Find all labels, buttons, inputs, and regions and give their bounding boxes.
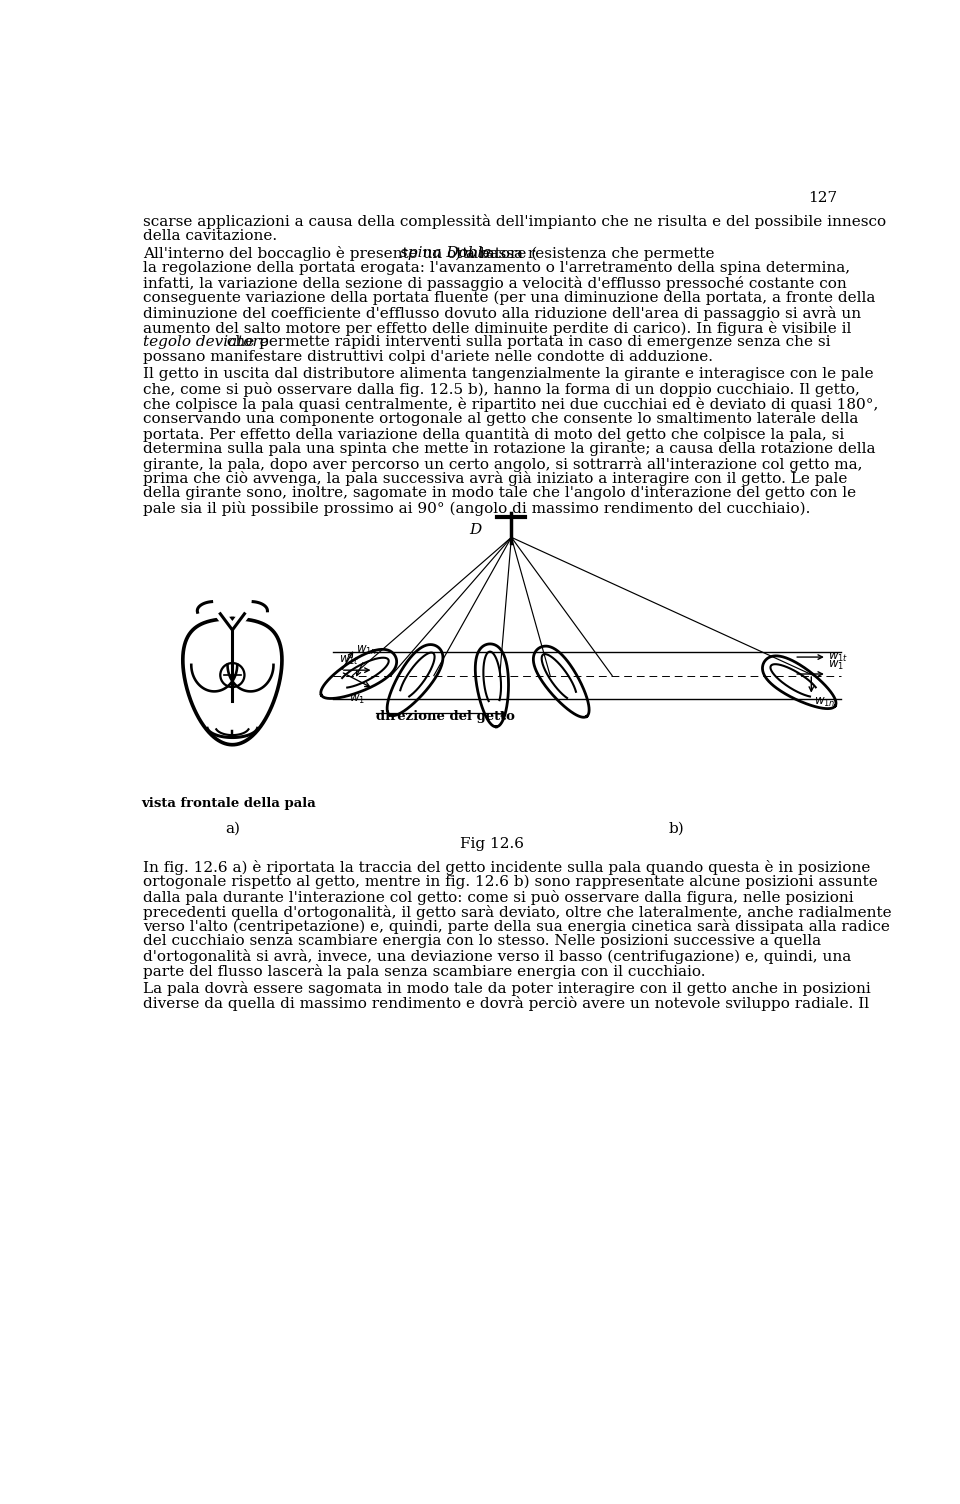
Text: $w_{1t}$: $w_{1t}$ [339, 654, 360, 668]
Text: dalla pala durante l'interazione col getto: come si può osservare dalla figura, : dalla pala durante l'interazione col get… [143, 890, 853, 905]
Text: All'interno del boccaglio è presente un otturatore (: All'interno del boccaglio è presente un … [143, 247, 538, 262]
Text: che colpisce la pala quasi centralmente, è ripartito nei due cucchiai ed è devia: che colpisce la pala quasi centralmente,… [143, 397, 878, 412]
Text: vista frontale della pala: vista frontale della pala [142, 797, 317, 809]
Text: pale sia il più possibile prossimo ai 90° (angolo di massimo rendimento del cucc: pale sia il più possibile prossimo ai 90… [143, 501, 810, 516]
Text: ) a bassa resistenza che permette: ) a bassa resistenza che permette [455, 247, 714, 260]
Text: D: D [468, 522, 481, 537]
Text: b): b) [668, 821, 684, 835]
Text: tegolo deviatore: tegolo deviatore [143, 335, 269, 349]
Text: d'ortogonalità si avrà, invece, una deviazione verso il basso (centrifugazione) : d'ortogonalità si avrà, invece, una devi… [143, 949, 852, 964]
Text: $w_1$: $w_1$ [348, 693, 365, 707]
Text: parte del flusso lascerà la pala senza scambiare energia con il cucchiaio.: parte del flusso lascerà la pala senza s… [143, 964, 706, 979]
Text: che permette rapidi interventi sulla portata in caso di emergenze senza che si: che permette rapidi interventi sulla por… [223, 335, 830, 349]
Text: girante, la pala, dopo aver percorso un certo angolo, si sottrarrà all'interazio: girante, la pala, dopo aver percorso un … [143, 457, 863, 472]
Text: del cucchiaio senza scambiare energia con lo stesso. Nelle posizioni successive : del cucchiaio senza scambiare energia co… [143, 934, 822, 948]
Text: infatti, la variazione della sezione di passaggio a velocità d'efflusso pressoch: infatti, la variazione della sezione di … [143, 277, 847, 292]
Text: a): a) [225, 821, 240, 835]
Text: verso l'alto (centripetazione) e, quindi, parte della sua energia cinetica sarà : verso l'alto (centripetazione) e, quindi… [143, 919, 890, 934]
Text: determina sulla pala una spinta che mette in rotazione la girante; a causa della: determina sulla pala una spinta che mett… [143, 442, 876, 456]
Text: $w_{1n}$: $w_{1n}$ [356, 644, 378, 657]
Text: ortogonale rispetto al getto, mentre in fig. 12.6 b) sono rappresentate alcune p: ortogonale rispetto al getto, mentre in … [143, 875, 878, 889]
Text: della cavitazione.: della cavitazione. [143, 229, 277, 244]
Text: direzione del getto: direzione del getto [375, 710, 515, 723]
Text: scarse applicazioni a causa della complessità dell'impianto che ne risulta e del: scarse applicazioni a causa della comple… [143, 215, 886, 229]
Text: spina Doble: spina Doble [400, 247, 492, 260]
Text: conservando una componente ortogonale al getto che consente lo smaltimento later: conservando una componente ortogonale al… [143, 412, 858, 426]
Text: $w_1$: $w_1$ [828, 659, 845, 672]
Text: La pala dovrà essere sagomata in modo tale da poter interagire con il getto anch: La pala dovrà essere sagomata in modo ta… [143, 981, 871, 996]
Text: Fig 12.6: Fig 12.6 [460, 836, 524, 851]
Text: aumento del salto motore per effetto delle diminuite perdite di carico). In figu: aumento del salto motore per effetto del… [143, 320, 852, 335]
Text: Il getto in uscita dal distributore alimenta tangenzialmente la girante e intera: Il getto in uscita dal distributore alim… [143, 367, 874, 382]
Text: diminuzione del coefficiente d'efflusso dovuto alla riduzione dell'area di passa: diminuzione del coefficiente d'efflusso … [143, 305, 861, 320]
Text: $w_{1n}$: $w_{1n}$ [814, 695, 835, 708]
Text: possano manifestare distruttivi colpi d'ariete nelle condotte di adduzione.: possano manifestare distruttivi colpi d'… [143, 350, 713, 364]
Text: che, come si può osservare dalla fig. 12.5 b), hanno la forma di un doppio cucch: che, come si può osservare dalla fig. 12… [143, 382, 860, 397]
Text: conseguente variazione della portata fluente (per una diminuzione della portata,: conseguente variazione della portata flu… [143, 290, 876, 305]
Text: precedenti quella d'ortogonalità, il getto sarà deviato, oltre che lateralmente,: precedenti quella d'ortogonalità, il get… [143, 904, 892, 919]
Text: 127: 127 [807, 191, 837, 205]
Text: portata. Per effetto della variazione della quantità di moto del getto che colpi: portata. Per effetto della variazione de… [143, 427, 845, 442]
Text: prima che ciò avvenga, la pala successiva avrà già iniziato a interagire con il : prima che ciò avvenga, la pala successiv… [143, 471, 848, 486]
Text: In fig. 12.6 a) è riportata la traccia del getto incidente sulla pala quando que: In fig. 12.6 a) è riportata la traccia d… [143, 860, 871, 875]
Text: diverse da quella di massimo rendimento e dovrà perciò avere un notevole svilupp: diverse da quella di massimo rendimento … [143, 996, 870, 1011]
Text: la regolazione della portata erogata: l'avanzamento o l'arretramento della spina: la regolazione della portata erogata: l'… [143, 262, 851, 275]
Text: $w_{1t}$: $w_{1t}$ [828, 651, 849, 663]
Text: della girante sono, inoltre, sagomate in modo tale che l'angolo d'interazione de: della girante sono, inoltre, sagomate in… [143, 486, 856, 501]
